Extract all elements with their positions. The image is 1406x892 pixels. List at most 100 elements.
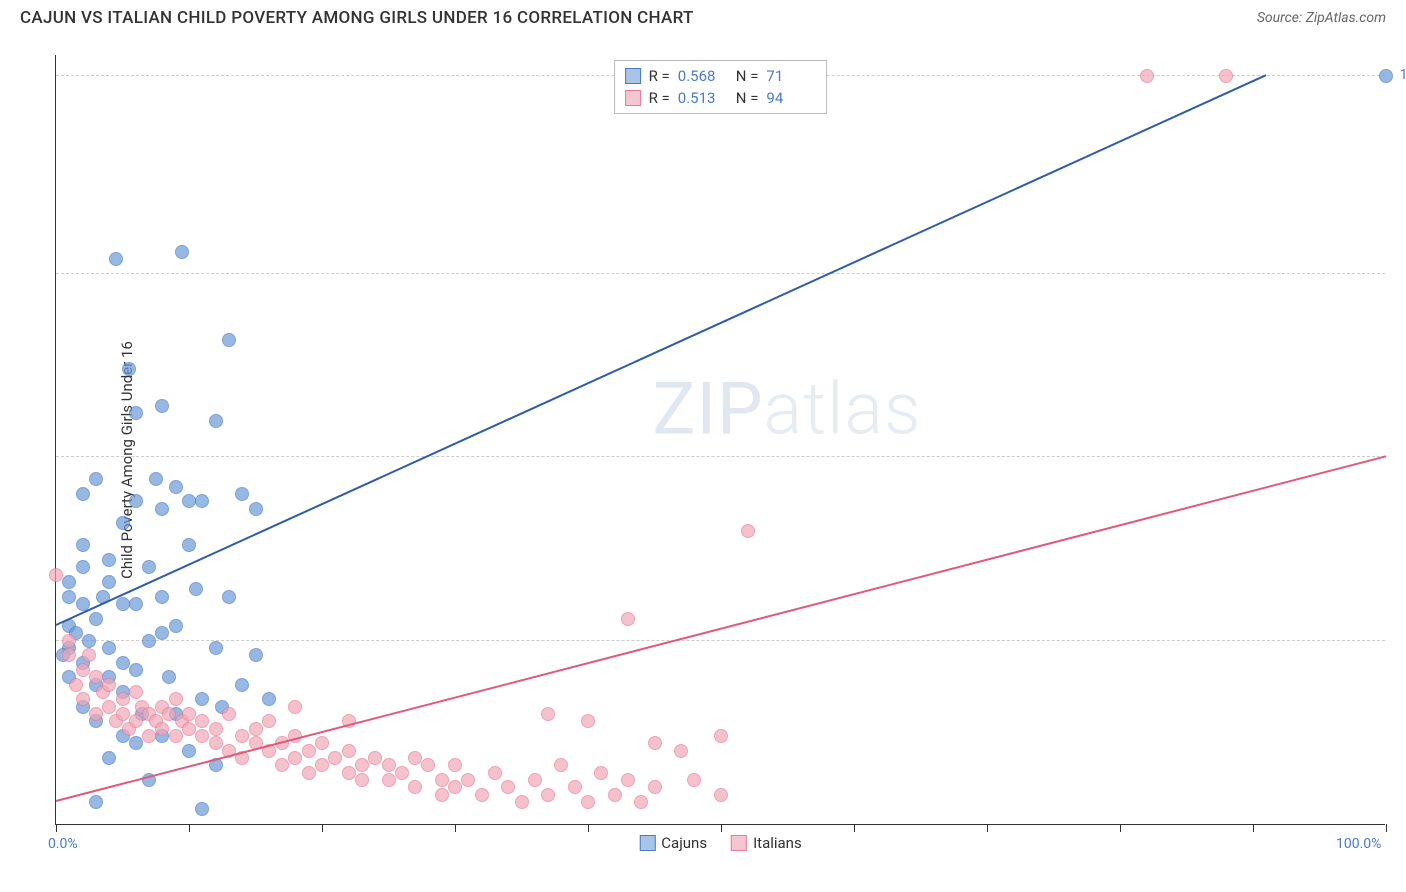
data-point	[76, 487, 90, 501]
data-point	[182, 494, 196, 508]
x-tick	[455, 824, 456, 832]
data-point	[129, 714, 143, 728]
series-legend: Cajuns Italians	[639, 834, 801, 852]
data-point	[461, 773, 475, 787]
legend-row-cajuns: R =0.568 N =71	[625, 65, 817, 87]
data-point	[382, 773, 396, 787]
data-point	[175, 245, 189, 259]
data-point	[475, 788, 489, 802]
data-point	[515, 795, 529, 809]
data-point	[249, 722, 263, 736]
data-point	[62, 590, 76, 604]
data-point	[235, 487, 249, 501]
data-point	[408, 751, 422, 765]
data-point	[315, 736, 329, 750]
data-point	[169, 729, 183, 743]
data-point	[195, 494, 209, 508]
data-point	[355, 773, 369, 787]
data-point	[648, 736, 662, 750]
watermark: ZIPatlas	[652, 366, 921, 451]
data-point	[528, 773, 542, 787]
data-point	[288, 751, 302, 765]
x-tick	[322, 824, 323, 832]
x-tick	[854, 824, 855, 832]
data-point	[342, 744, 356, 758]
x-tick-label: 100.0%	[1336, 836, 1381, 852]
data-point	[69, 678, 83, 692]
data-point	[195, 729, 209, 743]
data-point	[421, 758, 435, 772]
x-tick	[1253, 824, 1254, 832]
swatch-italians	[625, 90, 641, 106]
data-point	[249, 648, 263, 662]
swatch-cajuns	[625, 68, 641, 84]
data-point	[116, 597, 130, 611]
data-point	[621, 773, 635, 787]
data-point	[222, 590, 236, 604]
data-point	[448, 758, 462, 772]
data-point	[162, 707, 176, 721]
x-tick	[588, 824, 589, 832]
data-point	[189, 582, 203, 596]
data-point	[275, 758, 289, 772]
data-point	[182, 538, 196, 552]
data-point	[182, 707, 196, 721]
chart-container: Child Poverty Among Girls Under 16 ZIPat…	[0, 40, 1406, 880]
data-point	[1219, 69, 1233, 83]
data-point	[129, 736, 143, 750]
data-point	[162, 670, 176, 684]
data-point	[395, 766, 409, 780]
x-tick	[1120, 824, 1121, 832]
data-point	[102, 553, 116, 567]
data-point	[222, 333, 236, 347]
data-point	[169, 692, 183, 706]
gridline	[56, 456, 1385, 457]
data-point	[1140, 69, 1154, 83]
plot-area: ZIPatlas R =0.568 N =71 R =0.513 N =94 C…	[55, 55, 1385, 825]
data-point	[116, 692, 130, 706]
data-point	[89, 795, 103, 809]
data-point	[76, 692, 90, 706]
data-point	[209, 414, 223, 428]
data-point	[195, 802, 209, 816]
data-point	[142, 560, 156, 574]
data-point	[342, 766, 356, 780]
data-point	[102, 700, 116, 714]
data-point	[182, 722, 196, 736]
data-point	[89, 472, 103, 486]
data-point	[109, 252, 123, 266]
data-point	[568, 780, 582, 794]
data-point	[608, 788, 622, 802]
source-label: Source: ZipAtlas.com	[1257, 10, 1386, 26]
data-point	[382, 758, 396, 772]
legend-item-italians: Italians	[731, 834, 802, 852]
data-point	[435, 773, 449, 787]
data-point	[129, 685, 143, 699]
x-tick	[56, 824, 57, 832]
data-point	[155, 590, 169, 604]
data-point	[169, 619, 183, 633]
data-point	[262, 714, 276, 728]
data-point	[155, 399, 169, 413]
data-point	[554, 758, 568, 772]
data-point	[262, 692, 276, 706]
data-point	[581, 795, 595, 809]
chart-title: CAJUN VS ITALIAN CHILD POVERTY AMONG GIR…	[20, 8, 694, 28]
data-point	[155, 722, 169, 736]
data-point	[82, 634, 96, 648]
legend-item-cajuns: Cajuns	[639, 834, 707, 852]
x-tick	[721, 824, 722, 832]
data-point	[355, 758, 369, 772]
legend-row-italians: R =0.513 N =94	[625, 87, 817, 109]
trend-line	[56, 74, 1267, 626]
x-tick	[1386, 824, 1387, 832]
data-point	[82, 648, 96, 662]
data-point	[155, 626, 169, 640]
data-point	[621, 612, 635, 626]
x-tick	[987, 824, 988, 832]
data-point	[435, 788, 449, 802]
data-point	[195, 714, 209, 728]
data-point	[288, 700, 302, 714]
data-point	[129, 597, 143, 611]
data-point	[122, 362, 136, 376]
